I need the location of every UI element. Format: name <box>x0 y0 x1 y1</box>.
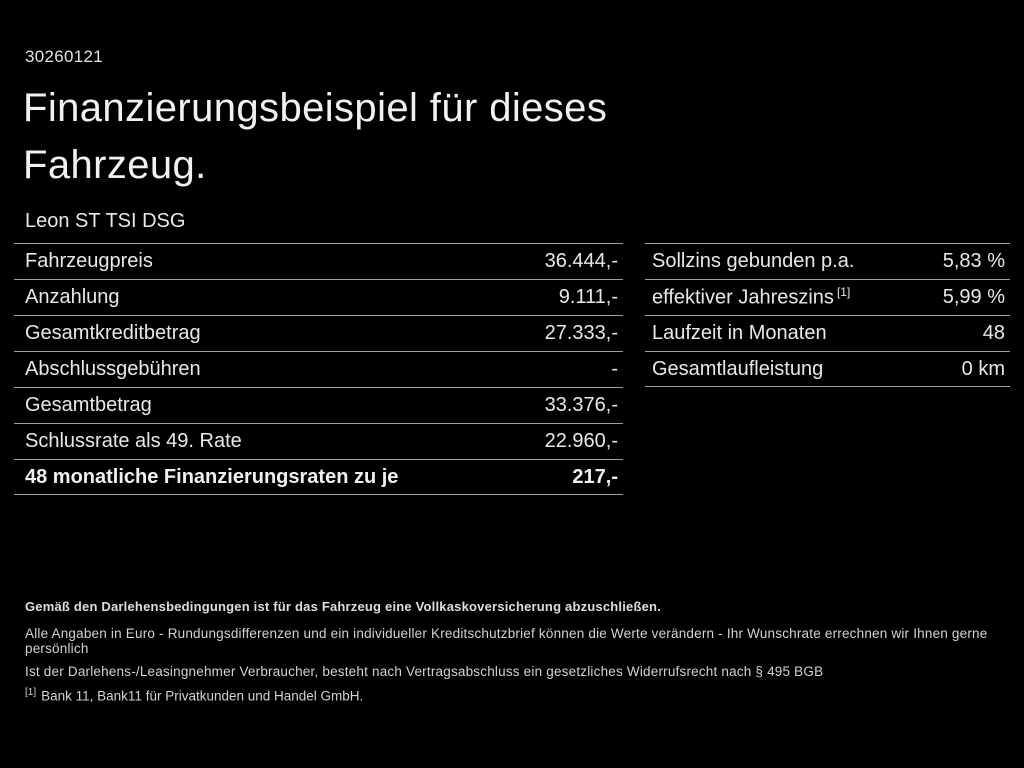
page-title-line2: Fahrzeug. <box>23 143 207 187</box>
table-row-gesamtbetrag: Gesamtbetrag 33.376,- <box>14 387 623 423</box>
table-row-sollzins: Sollzins gebunden p.a. 5,83 % <box>645 243 1010 279</box>
table-row-effektiver-jahreszins: effektiver Jahreszins [1] 5,99 % <box>645 279 1010 315</box>
insurance-note: Gemäß den Darlehensbedingungen ist für d… <box>25 599 662 614</box>
table-row-laufzeit: Laufzeit in Monaten 48 <box>645 315 1010 351</box>
table-row-schlussrate: Schlussrate als 49. Rate 22.960,- <box>14 423 623 459</box>
finance-table-left: Fahrzeugpreis 36.444,- Anzahlung 9.111,-… <box>14 243 623 495</box>
row-label: 48 monatliche Finanzierungsraten zu je <box>25 465 399 488</box>
document-id: 30260121 <box>25 47 104 66</box>
row-label: Anzahlung <box>25 286 120 308</box>
vehicle-model: Leon ST TSI DSG <box>25 210 186 232</box>
row-label: Schlussrate als 49. Rate <box>25 430 242 452</box>
table-row-monatsrate: 48 monatliche Finanzierungsraten zu je 2… <box>14 459 623 495</box>
row-value: 48 <box>982 322 1005 344</box>
table-row-fahrzeugpreis: Fahrzeugpreis 36.444,- <box>14 243 623 279</box>
row-value: 22.960,- <box>544 430 618 452</box>
row-value: 0 km <box>961 357 1005 380</box>
row-value: 27.333,- <box>544 322 618 344</box>
disclaimer-line-1: Alle Angaben in Euro - Rundungsdifferenz… <box>25 626 988 656</box>
table-row-anzahlung: Anzahlung 9.111,- <box>14 279 623 315</box>
row-label: Gesamtkreditbetrag <box>25 322 201 344</box>
footnote-text: Bank 11, Bank11 für Privatkunden und Han… <box>41 688 364 704</box>
row-label: Gesamtlaufleistung <box>652 357 824 380</box>
row-label: effektiver Jahreszins [1] <box>652 285 850 310</box>
row-value: 36.444,- <box>544 250 618 272</box>
row-value: 217,- <box>572 465 618 488</box>
page-title-line1: Finanzierungsbeispiel für dieses <box>23 86 608 130</box>
footnote-marker: [1] <box>25 687 37 698</box>
fine-print-footer: Gemäß den Darlehensbedingungen ist für d… <box>25 599 1003 704</box>
row-label: Abschlussgebühren <box>25 358 201 380</box>
table-row-abschlussgebuehren: Abschlussgebühren - <box>14 351 623 387</box>
row-value: 5,99 % <box>942 286 1005 308</box>
disclaimer-line-2: Ist der Darlehens-/Leasingnehmer Verbrau… <box>25 664 824 679</box>
table-row-gesamtkreditbetrag: Gesamtkreditbetrag 27.333,- <box>14 315 623 351</box>
page-title: Finanzierungsbeispiel für dieses Fahrzeu… <box>23 80 607 194</box>
row-label: Fahrzeugpreis <box>25 250 153 272</box>
row-value: 5,83 % <box>942 250 1005 272</box>
row-label: Sollzins gebunden p.a. <box>652 250 855 272</box>
row-label-text: effektiver Jahreszins <box>652 286 834 309</box>
footnote-ref-marker: [1] <box>836 285 851 300</box>
bank-footnote: [1] Bank 11, Bank11 für Privatkunden und … <box>25 687 1003 704</box>
table-row-gesamtlaufleistung: Gesamtlaufleistung 0 km <box>645 351 1010 387</box>
row-value: - <box>611 358 618 380</box>
row-value: 33.376,- <box>544 394 618 416</box>
row-value: 9.111,- <box>558 286 618 308</box>
row-label: Laufzeit in Monaten <box>652 322 827 344</box>
finance-table-right: Sollzins gebunden p.a. 5,83 % effektiver… <box>645 243 1010 387</box>
row-label: Gesamtbetrag <box>25 394 152 416</box>
